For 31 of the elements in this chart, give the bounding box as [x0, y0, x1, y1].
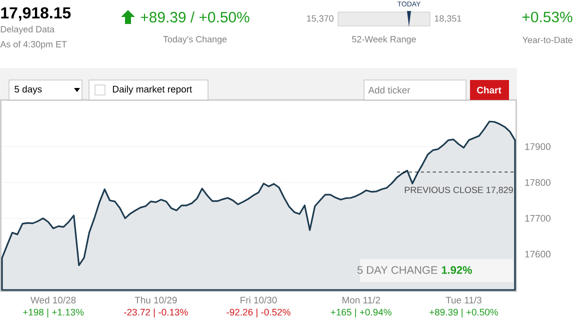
text: -23.72 | -0.13% [124, 308, 188, 318]
text: +89.39 / +0.50% [140, 12, 250, 22]
text: Daily market report [112, 86, 192, 94]
text: +89.39 | +0.50% [430, 308, 498, 318]
text: Delayed Data [0, 26, 55, 34]
y-tick-label: 17900 [525, 143, 550, 150]
text: As of 4:30pm ET [0, 40, 67, 50]
x-tick-label: Tue 11/3 [446, 296, 482, 304]
text: 18,351 [434, 15, 462, 23]
text: Chart [477, 86, 502, 94]
text: Add ticker [368, 86, 410, 94]
annotation: 5 DAY CHANGE [357, 266, 438, 274]
text: Year-to-Date [522, 36, 572, 44]
x-tick-label: Fri 10/30 [240, 296, 277, 304]
text: 5 days [14, 86, 42, 94]
text: +0.53% [522, 12, 572, 22]
text: +165 | +0.94% [330, 308, 392, 318]
x-tick-label: Mon 11/2 [342, 296, 380, 304]
text: Today's Change [163, 36, 227, 44]
y-tick-label: 17800 [525, 179, 550, 186]
text: +198 | +1.13% [23, 308, 84, 318]
text: -92.26 | -0.52% [226, 308, 290, 318]
y-tick-label: 17600 [525, 250, 550, 258]
ref-line-label: PREVIOUS CLOSE 17,829 [404, 186, 513, 194]
chart-title: 17,918.15 [1, 7, 71, 21]
text: 52-Week Range [352, 36, 416, 44]
x-tick-label: Wed 10/28 [30, 296, 76, 304]
annotation: 1.92% [442, 266, 472, 274]
y-tick-label: 17700 [525, 214, 550, 222]
x-tick-label: Thu 10/29 [134, 296, 177, 304]
text: 15,370 [307, 15, 334, 23]
